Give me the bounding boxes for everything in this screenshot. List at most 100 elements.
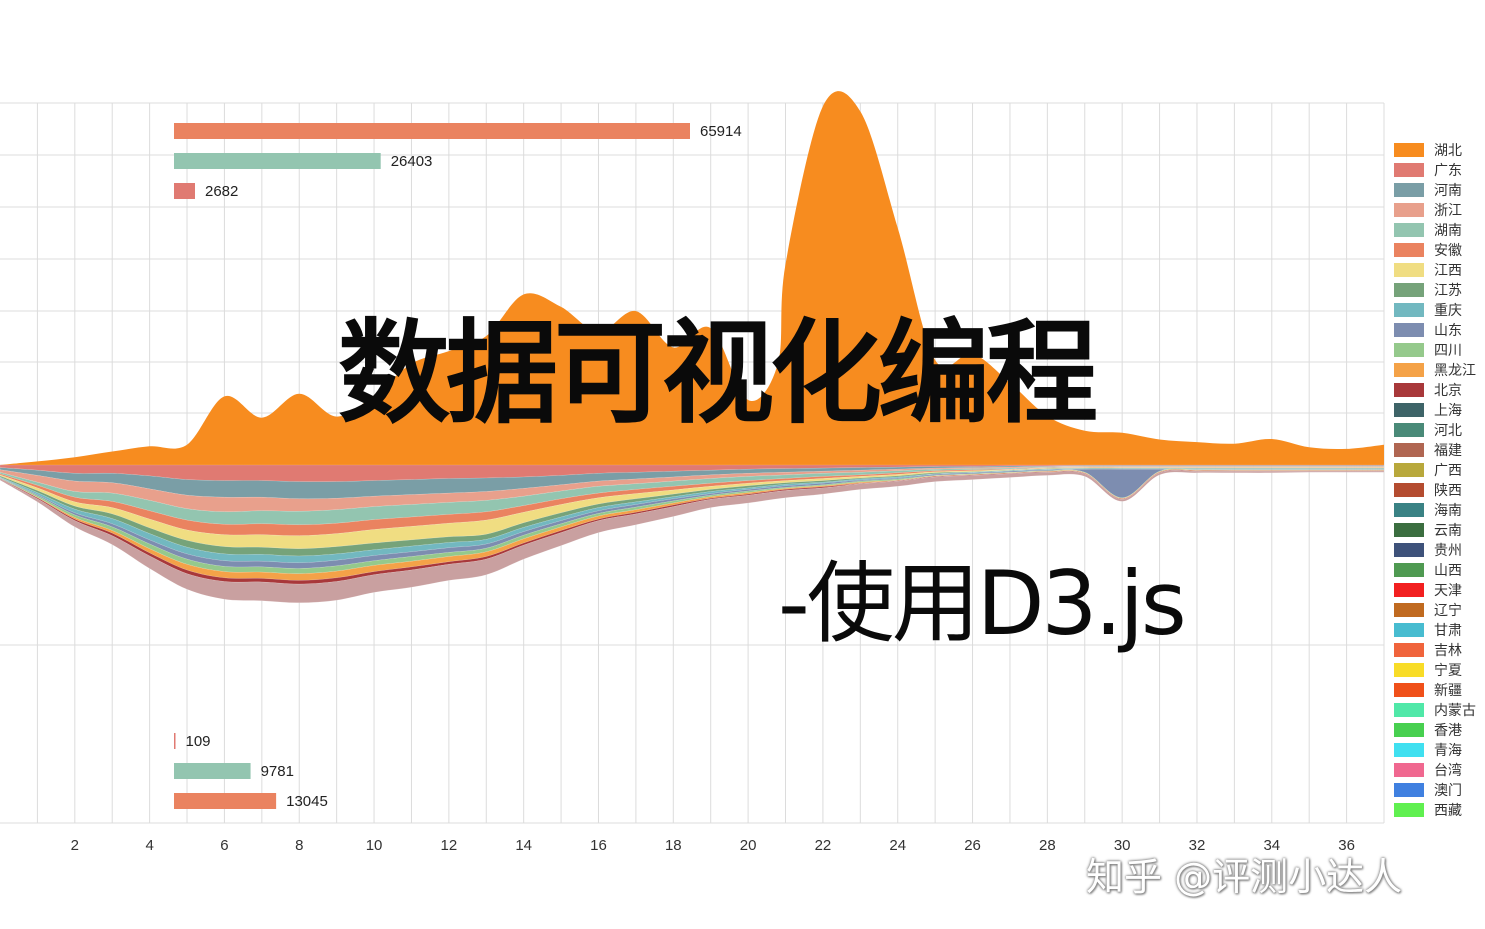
legend-swatch (1394, 643, 1424, 657)
legend-swatch (1394, 783, 1424, 797)
legend-swatch (1394, 283, 1424, 297)
x-tick-label: 18 (665, 837, 682, 854)
legend-label: 贵州 (1434, 543, 1462, 559)
x-tick-label: 14 (515, 837, 532, 854)
legend-swatch (1394, 343, 1424, 357)
legend-label: 辽宁 (1434, 602, 1462, 619)
legend-swatch (1394, 203, 1424, 217)
legend-label: 河南 (1434, 183, 1462, 199)
legend-label: 海南 (1434, 503, 1462, 519)
x-tick-label: 30 (1114, 837, 1131, 854)
summary-value: 13045 (286, 793, 328, 810)
legend-swatch (1394, 163, 1424, 177)
summary-bar (174, 153, 381, 169)
legend-label: 安徽 (1434, 243, 1462, 259)
legend-label: 黑龙江 (1434, 363, 1476, 379)
legend-swatch (1394, 503, 1424, 517)
legend-swatch (1394, 363, 1424, 377)
legend-swatch (1394, 463, 1424, 477)
legend-swatch (1394, 143, 1424, 157)
x-tick-label: 28 (1039, 837, 1056, 854)
x-tick-label: 8 (295, 837, 303, 854)
x-tick-label: 4 (145, 837, 153, 854)
legend-label: 西藏 (1434, 803, 1462, 819)
legend-label: 湖南 (1434, 223, 1462, 239)
summary-value: 65914 (700, 123, 742, 140)
legend-label: 四川 (1434, 343, 1462, 359)
x-tick-label: 32 (1189, 837, 1206, 854)
legend-label: 澳门 (1434, 783, 1462, 799)
summary-value: 9781 (261, 763, 294, 780)
x-tick-label: 12 (441, 837, 458, 854)
legend-label: 吉林 (1434, 643, 1462, 659)
legend-swatch (1394, 523, 1424, 537)
legend-label: 江苏 (1434, 283, 1462, 299)
legend-swatch (1394, 303, 1424, 317)
legend-label: 湖北 (1434, 143, 1462, 159)
x-tick-label: 2 (71, 837, 79, 854)
legend-label: 重庆 (1434, 303, 1462, 319)
legend-swatch (1394, 423, 1424, 437)
legend-label: 浙江 (1434, 203, 1462, 219)
summary-value: 109 (186, 733, 211, 750)
legend-label: 甘肃 (1434, 623, 1462, 639)
legend-swatch (1394, 403, 1424, 417)
summary-bar (174, 733, 176, 749)
legend-label: 新疆 (1434, 683, 1462, 699)
legend-swatch (1394, 443, 1424, 457)
summary-bar (174, 763, 251, 779)
legend-label: 上海 (1434, 403, 1462, 419)
legend-label: 山东 (1434, 323, 1462, 339)
legend-label: 台湾 (1434, 762, 1462, 779)
legend-swatch (1394, 243, 1424, 257)
legend-swatch (1394, 683, 1424, 697)
summary-bar (174, 123, 690, 139)
legend-swatch (1394, 743, 1424, 757)
legend-label: 福建 (1434, 443, 1462, 459)
legend-swatch (1394, 323, 1424, 337)
legend-label: 江西 (1434, 263, 1462, 279)
summary-value: 26403 (391, 153, 433, 170)
x-tick-label: 34 (1263, 837, 1280, 854)
legend-swatch (1394, 703, 1424, 717)
legend-label: 北京 (1434, 383, 1462, 399)
legend-label: 宁夏 (1434, 662, 1462, 679)
legend-label: 广西 (1434, 463, 1462, 479)
legend-swatch (1394, 803, 1424, 817)
x-tick-label: 20 (740, 837, 757, 854)
legend-label: 天津 (1434, 583, 1462, 599)
summary-bar (174, 793, 277, 809)
watermark: 知乎 @评测小达人 (1086, 855, 1403, 899)
legend-swatch (1394, 583, 1424, 597)
x-tick-label: 16 (590, 837, 607, 854)
legend-label: 香港 (1434, 723, 1462, 739)
legend-swatch (1394, 663, 1424, 677)
legend-label: 河北 (1434, 423, 1462, 439)
chart-title: 数据可视化编程 (338, 309, 1098, 439)
legend-label: 青海 (1434, 743, 1462, 759)
summary-bar (174, 183, 195, 199)
legend-label: 广东 (1434, 163, 1462, 179)
legend-swatch (1394, 723, 1424, 737)
summary-bars: 65914 26403 2682 109 9781 13045 (174, 123, 742, 810)
stream-layer-其他 (0, 470, 1385, 604)
legend-swatch (1394, 623, 1424, 637)
summary-value: 2682 (205, 183, 238, 200)
legend-label: 山西 (1434, 563, 1462, 579)
x-tick-label: 10 (366, 837, 383, 854)
legend-label: 云南 (1434, 523, 1462, 539)
legend-label: 陕西 (1434, 483, 1462, 499)
legend-swatch (1394, 223, 1424, 237)
legend-swatch (1394, 543, 1424, 557)
x-tick-label: 26 (964, 837, 981, 854)
x-tick-label: 22 (815, 837, 832, 854)
legend-swatch (1394, 183, 1424, 197)
legend-swatch (1394, 383, 1424, 397)
x-tick-label: 24 (889, 837, 906, 854)
x-axis: 2 4 6 8 10 12 14 16 18 20 22 24 26 28 30 32 34 36 (71, 837, 1355, 854)
stream-areas (0, 91, 1385, 604)
stream-layer-湖北 (0, 91, 1384, 465)
legend-swatch (1394, 263, 1424, 277)
legend-swatch (1394, 763, 1424, 777)
